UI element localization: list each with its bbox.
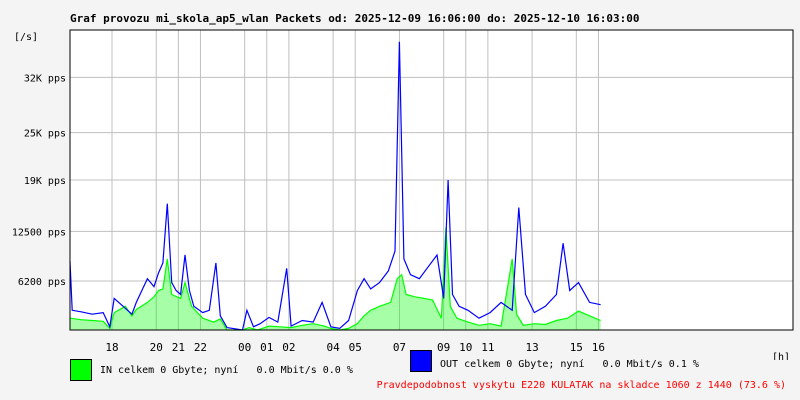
x-tick-label: 07 bbox=[393, 341, 406, 354]
legend-out: OUT celkem 0 Gbyte; nyní 0.0 Mbit/s 0.1 … bbox=[410, 350, 699, 372]
y-tick-label: 12500 pps bbox=[12, 227, 66, 238]
y-tick-label: 6200 pps bbox=[18, 277, 66, 288]
legend-out-swatch bbox=[410, 350, 432, 372]
y-axis-unit: [/s] bbox=[14, 32, 38, 43]
chart-title: Graf provozu mi_skola_ap5_wlan Packets o… bbox=[70, 12, 640, 25]
x-tick-label: 00 bbox=[238, 341, 251, 354]
y-tick-label: 19K pps bbox=[24, 176, 66, 187]
axis-layer: 6200 pps 12500 pps 19K pps 25K pps 32K pps 18… bbox=[12, 29, 794, 354]
legend-out-text: OUT celkem 0 Gbyte; nyní 0.0 Mbit/s 0.1 … bbox=[440, 358, 699, 370]
x-tick-label: 18 bbox=[105, 341, 118, 354]
legend-in: IN celkem 0 Gbyte; nyní 0.0 Mbit/s 0.0 % bbox=[70, 359, 353, 381]
series-in-area bbox=[70, 227, 601, 330]
legend-in-swatch bbox=[70, 359, 92, 381]
x-tick-label: 11 bbox=[481, 341, 494, 354]
x-tick-label: 21 bbox=[172, 341, 185, 354]
legend-in-text: IN celkem 0 Gbyte; nyní 0.0 Mbit/s 0.0 % bbox=[100, 364, 353, 376]
y-tick-label: 32K pps bbox=[24, 73, 66, 84]
x-tick-label: 09 bbox=[437, 341, 450, 354]
y-tick-label: 25K pps bbox=[24, 129, 66, 140]
x-tick-label: 10 bbox=[459, 341, 472, 354]
traffic-chart: Graf provozu mi_skola_ap5_wlan Packets o… bbox=[12, 12, 794, 360]
x-tick-label: 01 bbox=[260, 341, 273, 354]
footer-note: Pravdepodobnost vyskytu E220 KULATAK na … bbox=[376, 380, 786, 391]
x-tick-label: 04 bbox=[326, 341, 340, 354]
x-tick-label: 13 bbox=[525, 341, 538, 354]
x-tick-label: 15 bbox=[570, 341, 583, 354]
plot-frame bbox=[69, 29, 794, 331]
x-tick-label: 22 bbox=[194, 341, 207, 354]
x-tick-label: 02 bbox=[282, 341, 295, 354]
x-axis-unit: [h] bbox=[772, 352, 790, 360]
x-tick-label: 05 bbox=[349, 341, 362, 354]
series-in-line bbox=[69, 227, 601, 331]
grid-lines bbox=[70, 30, 793, 330]
series-out-line bbox=[69, 41, 601, 331]
series-layer bbox=[69, 41, 601, 331]
x-tick-label: 16 bbox=[592, 341, 605, 354]
x-tick-label: 20 bbox=[150, 341, 163, 354]
